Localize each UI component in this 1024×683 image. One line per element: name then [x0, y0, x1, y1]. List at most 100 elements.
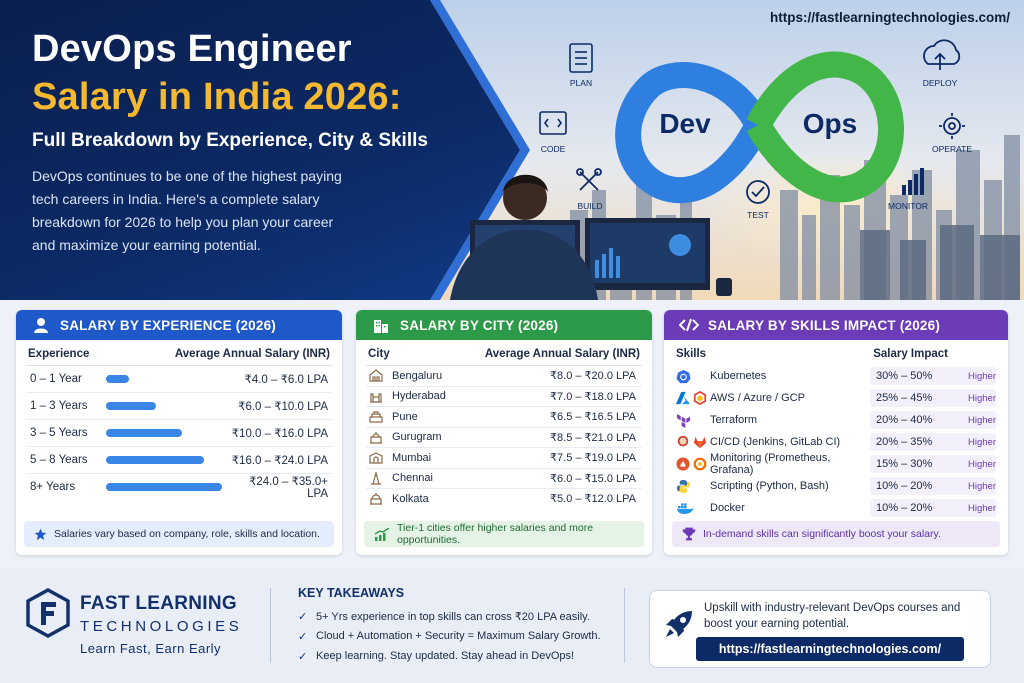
card-title: SALARY BY SKILLS IMPACT (2026): [708, 317, 941, 333]
stage-deploy: DEPLOY: [923, 78, 958, 88]
row-value: ₹8.0 – ₹20.0 LPA: [550, 370, 636, 383]
row-label: AWS / Azure / GCP: [710, 392, 805, 404]
row-value: ₹4.0 – ₹6.0 LPA: [244, 374, 328, 386]
check-icon: ✓: [298, 610, 308, 623]
bar-track: [106, 456, 231, 464]
docker-icon: [677, 503, 694, 514]
deploy-icon: [923, 39, 961, 70]
column-header-value: Salary Impact: [873, 348, 948, 360]
impact-higher: Higher: [968, 414, 996, 426]
table-row: Kubernetes 30% – 50% Higher: [674, 365, 998, 387]
salary-by-experience-card: SALARY BY EXPERIENCE (2026) Experience A…: [16, 310, 342, 555]
row-label: 8+ Years: [30, 481, 76, 493]
list-item: ✓ Keep learning. Stay updated. Stay ahead…: [298, 646, 601, 666]
divider: [270, 588, 271, 663]
table-row: CI/CD (Jenkins, GitLab CI) 20% – 35% High…: [674, 431, 998, 453]
engineer-at-desk-image: [450, 174, 732, 300]
ops-loop: [746, 51, 904, 203]
city-note: Tier-1 cities offer higher salaries and …: [364, 521, 644, 547]
card-header: SALARY BY EXPERIENCE (2026): [16, 310, 342, 340]
website-url-button[interactable]: https://fastlearningtechnologies.com/: [696, 637, 964, 661]
impact-higher: Higher: [968, 436, 996, 448]
row-label: Kubernetes: [710, 370, 767, 382]
landmark-icon: [366, 451, 386, 464]
column-headers: Skills Salary Impact: [664, 340, 1008, 365]
brand-tagline: Learn Fast, Earn Early: [80, 641, 222, 656]
row-label: Pune: [392, 410, 418, 423]
column-headers: Experience Average Annual Salary (INR): [16, 340, 342, 365]
salary-by-skills-card: SALARY BY SKILLS IMPACT (2026) Skills Sa…: [664, 310, 1008, 555]
note-text: Salaries vary based on company, role, sk…: [54, 528, 320, 540]
row-label: Chennai: [392, 472, 433, 485]
column-header-value: Average Annual Salary (INR): [174, 348, 330, 360]
skills-rows: Kubernetes 30% – 50% Higher AWS / Azure /…: [664, 365, 1008, 519]
rocket-icon: [666, 611, 692, 637]
salary-bar: [106, 456, 204, 464]
row-value: ₹24.0 – ₹35.0+ LPA: [249, 476, 328, 500]
kubernetes-icon: [676, 369, 691, 383]
trophy-icon: [682, 527, 696, 541]
takeaway-text: Keep learning. Stay updated. Stay ahead …: [316, 650, 575, 662]
dev-loop: [615, 62, 770, 204]
row-label: 5 – 8 Years: [30, 454, 88, 466]
table-row: Hyderabad ₹7.0 – ₹18.0 LPA: [366, 385, 642, 407]
salary-bar: [106, 375, 129, 383]
table-row: 8+ Years ₹24.0 – ₹35.0+ LPA: [26, 473, 332, 500]
city-rows: Bengaluru ₹8.0 – ₹20.0 LPA Hyderabad ₹7.…: [356, 365, 652, 509]
code-icon: [539, 111, 567, 135]
impact-cell: 10% – 20% Higher: [870, 499, 996, 517]
takeaway-text: Cloud + Automation + Security = Maximum …: [316, 630, 601, 642]
salary-bar: [106, 429, 183, 437]
table-row: Bengaluru ₹8.0 – ₹20.0 LPA: [366, 365, 642, 386]
takeaways-list: ✓ 5+ Yrs experience in top skills can cro…: [298, 606, 601, 666]
row-value: ₹5.0 – ₹12.0 LPA: [550, 493, 636, 506]
column-header-label: Experience: [28, 348, 90, 360]
test-icon: [746, 180, 770, 204]
table-row: Chennai ₹6.0 – ₹15.0 LPA: [366, 467, 642, 489]
row-label: Scripting (Python, Bash): [710, 480, 829, 492]
takeaways-title: KEY TAKEAWAYS: [298, 586, 405, 600]
row-label: Docker: [710, 502, 745, 514]
stage-operate: OPERATE: [932, 144, 972, 154]
stage-test: TEST: [747, 210, 769, 220]
stage-plan: PLAN: [570, 78, 592, 88]
landmark-icon: [366, 410, 386, 423]
table-row: Scripting (Python, Bash) 10% – 20% Higher: [674, 475, 998, 497]
column-header-label: City: [368, 348, 390, 360]
table-row: Kolkata ₹5.0 – ₹12.0 LPA: [366, 488, 642, 509]
bar-track: [106, 429, 231, 437]
table-row: 1 – 3 Years ₹6.0 – ₹10.0 LPA: [26, 392, 332, 419]
card-header: SALARY BY SKILLS IMPACT (2026): [664, 310, 1008, 340]
terraform-icon: [676, 413, 691, 428]
fast-learning-logo-icon: [26, 588, 70, 638]
column-header-value: Average Annual Salary (INR): [484, 348, 640, 360]
brand-name: FAST LEARNING: [80, 593, 237, 614]
landmark-icon: [366, 471, 386, 485]
landmark-icon: [366, 492, 386, 505]
card-title: SALARY BY CITY (2026): [400, 317, 559, 333]
gcp-icon: [693, 391, 707, 405]
impact-higher: Higher: [968, 480, 996, 492]
row-value: ₹10.0 – ₹16.0 LPA: [231, 428, 328, 440]
impact-cell: 30% – 50% Higher: [870, 367, 996, 385]
row-label: 3 – 5 Years: [30, 427, 88, 439]
user-icon: [30, 314, 52, 336]
table-row: 3 – 5 Years ₹10.0 – ₹16.0 LPA: [26, 419, 332, 446]
table-row: 5 – 8 Years ₹16.0 – ₹24.0 LPA: [26, 446, 332, 473]
website-url-link[interactable]: https://fastlearningtechnologies.com/: [769, 10, 1010, 25]
row-label: 1 – 3 Years: [30, 400, 88, 412]
row-label: CI/CD (Jenkins, GitLab CI): [710, 436, 841, 448]
impact-higher: Higher: [968, 458, 996, 470]
azure-icon: [676, 391, 690, 405]
gitlab-icon: [693, 436, 707, 449]
impact-range: 25% – 45%: [876, 392, 933, 404]
check-icon: ✓: [298, 650, 308, 663]
impact-range: 30% – 50%: [876, 370, 933, 382]
impact-cell: 10% – 20% Higher: [870, 477, 996, 495]
note-text: Tier-1 cities offer higher salaries and …: [397, 522, 594, 546]
row-value: ₹6.0 – ₹15.0 LPA: [550, 472, 636, 485]
impact-cell: 20% – 35% Higher: [870, 433, 996, 451]
row-label: Bengaluru: [392, 369, 443, 382]
table-row: Gurugram ₹8.5 – ₹21.0 LPA: [366, 426, 642, 448]
footer: FAST LEARNING TECHNOLOGIES Learn Fast, E…: [0, 568, 1024, 683]
